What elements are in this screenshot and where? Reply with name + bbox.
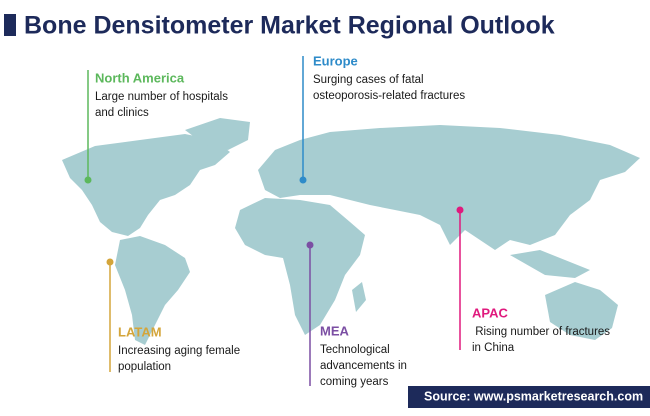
region-name: APAC (472, 305, 508, 320)
region-name: North America (95, 70, 185, 85)
region-description: Technological (320, 344, 390, 356)
region-description: population (118, 361, 171, 373)
region-description: advancements in (320, 360, 407, 372)
region-dot (456, 206, 464, 214)
region-description: coming years (320, 376, 389, 388)
region-description: Increasing aging female (118, 345, 240, 357)
region-dot (306, 241, 314, 249)
region-description: Rising number of fractures (472, 326, 610, 338)
title: Bone Densitometer Market Regional Outloo… (24, 12, 555, 40)
source-bar (408, 386, 650, 408)
region-description: and clinics (95, 107, 149, 119)
region-name: LATAM (118, 324, 162, 339)
region-name: MEA (320, 323, 350, 338)
title-marker (4, 14, 16, 36)
world-map (62, 118, 640, 345)
region-description: Surging cases of fatal (313, 74, 424, 86)
region-name: Europe (313, 53, 358, 68)
region-description: Large number of hospitals (95, 91, 228, 103)
regions: North America Large number of hospitals an… (84, 53, 610, 388)
region-dot (106, 258, 114, 266)
region-description: osteoporosis-related fractures (313, 90, 465, 102)
source: Source: www.psmarketresearch.com (424, 389, 643, 403)
region-dot (84, 176, 92, 184)
region-description: in China (472, 342, 515, 354)
region-dot (299, 176, 307, 184)
